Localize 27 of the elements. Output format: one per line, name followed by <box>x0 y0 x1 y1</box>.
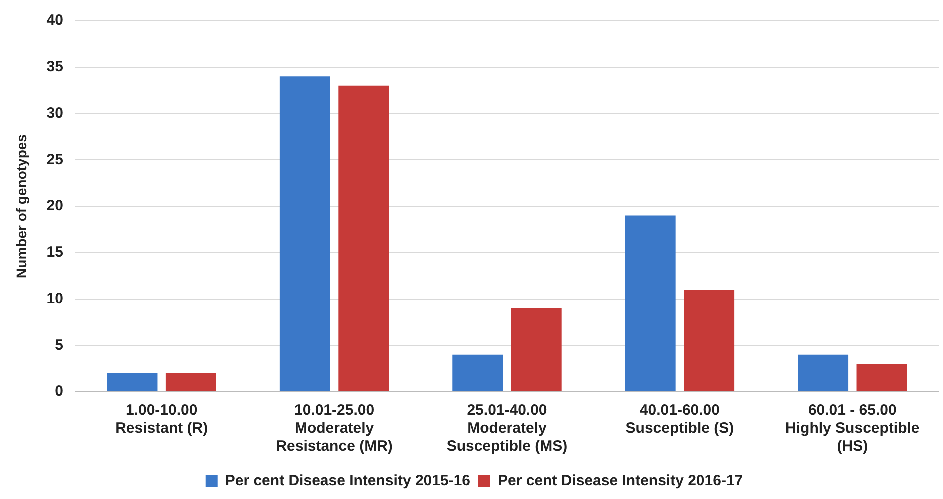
bar <box>684 290 735 392</box>
y-tick-label: 25 <box>46 151 64 168</box>
x-tick-label: 40.01-60.00 Susceptible (S) <box>626 402 734 438</box>
bar <box>511 308 562 392</box>
bar <box>166 373 216 392</box>
y-tick-label: 30 <box>46 104 64 122</box>
y-tick-label: 5 <box>55 336 64 354</box>
y-axis-title: Number of genotypes <box>13 134 30 278</box>
bar <box>798 354 849 392</box>
bar <box>107 373 158 392</box>
bar <box>338 86 390 392</box>
bar <box>280 76 330 392</box>
y-tick-label: 35 <box>46 58 64 76</box>
y-tick-label: 20 <box>46 198 64 215</box>
legend-label: Per cent Disease Intensity 2016-17 <box>498 472 744 490</box>
legend-label: Per cent Disease Intensity 2015-16 <box>225 472 471 490</box>
x-tick-label: 1.00-10.00 Resistant (R) <box>116 402 208 438</box>
x-tick-label: 60.01 - 65.00 Highly Susceptible (HS) <box>786 402 920 456</box>
bar <box>625 216 676 392</box>
bar <box>452 354 504 392</box>
y-tick-label: 0 <box>55 383 64 400</box>
y-tick-label: 10 <box>46 290 64 308</box>
x-tick-label: 10.01-25.00 Moderately Resistance (MR) <box>276 402 393 456</box>
x-tick-label: 25.01-40.00 Moderately Susceptible (MS) <box>446 402 568 456</box>
y-tick-label: 15 <box>46 244 64 262</box>
bar <box>856 364 908 392</box>
y-tick-label: 40 <box>46 12 64 30</box>
